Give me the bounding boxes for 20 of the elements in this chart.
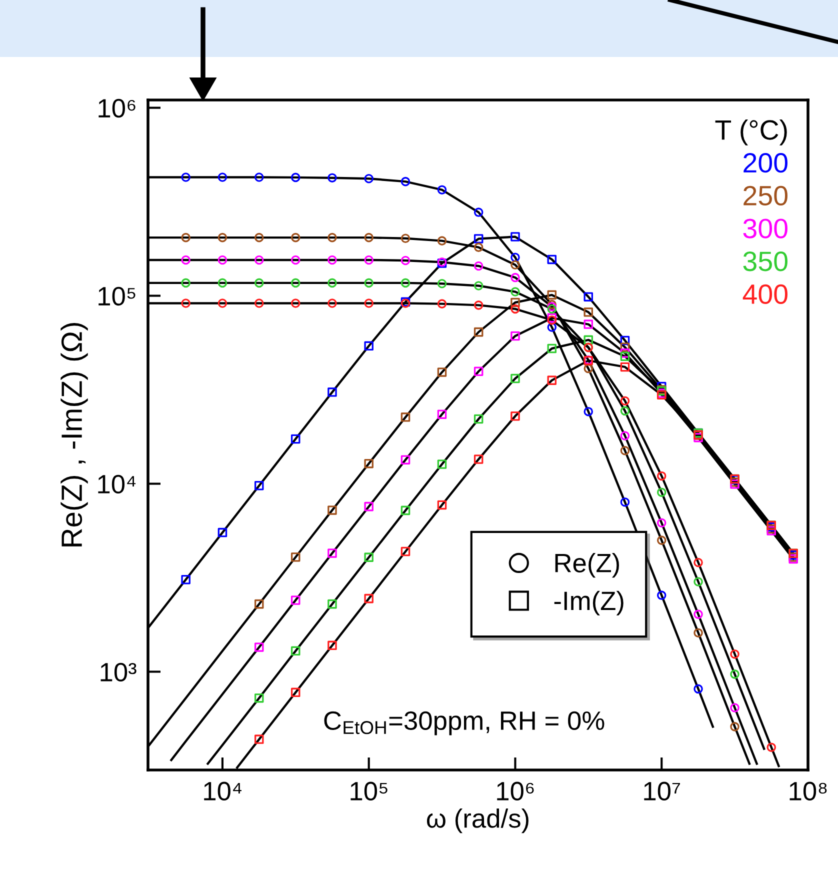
x-tick-label: 10⁸ xyxy=(790,782,827,800)
x-tick-label: 10⁶ xyxy=(497,782,534,800)
text: 400 xyxy=(742,284,788,304)
y-tick-label: 10⁵ xyxy=(98,286,136,306)
text: 250 xyxy=(744,186,788,206)
y-axis-title: Re(Z) , -Im(Z) (Ω) xyxy=(60,323,88,546)
x-tick-label: 10⁴ xyxy=(204,782,242,800)
y-tick-label: 10⁴ xyxy=(98,474,136,494)
x-tick-label: 10⁵ xyxy=(350,782,388,800)
text: 300 xyxy=(743,218,788,238)
x-axis-title: ω (rad/s) xyxy=(426,808,528,834)
annotation: Re(Z) xyxy=(555,553,619,578)
y-tick-label: 10³ xyxy=(100,662,136,682)
annotation: -Im(Z) xyxy=(554,590,624,616)
x-tick-label: 10⁷ xyxy=(644,782,680,800)
annotation: C$_{EtOH}$=30ppm, RH = 0% xyxy=(324,711,604,736)
y-tick-label: 10⁶ xyxy=(98,98,136,118)
text: 350 xyxy=(743,252,788,272)
legend-title: T (°C) xyxy=(715,119,787,146)
text: 200 xyxy=(744,153,788,173)
